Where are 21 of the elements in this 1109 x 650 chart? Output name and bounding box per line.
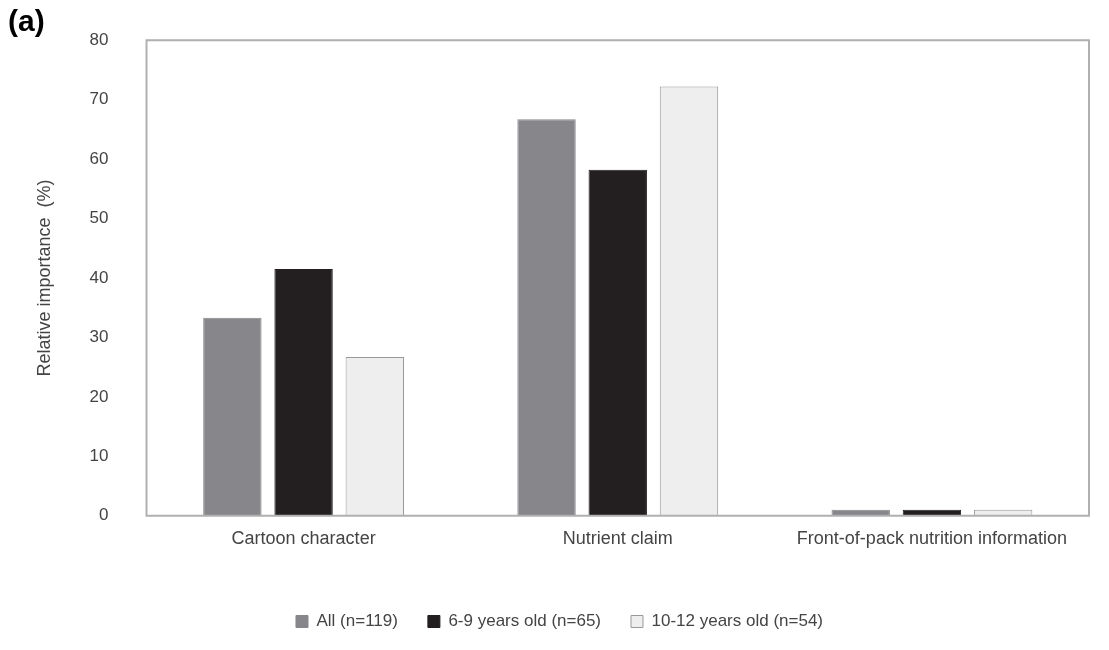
legend-label: 6-9 years old (n=65): [448, 611, 602, 631]
y-tick-label: 10: [89, 446, 109, 466]
y-tick-label: 40: [89, 267, 109, 287]
legend-label: All (n=119): [316, 611, 398, 631]
y-tick-label: 60: [89, 148, 109, 168]
y-axis-title: Relative importance (%): [33, 179, 54, 377]
y-tick-label: 0: [99, 505, 109, 525]
y-tick-label: 50: [89, 208, 109, 228]
x-tick-label: Nutrient claim: [562, 527, 673, 548]
y-tick-label: 30: [89, 327, 109, 347]
chart-title: (a): [8, 4, 45, 38]
y-tick-label: 70: [89, 89, 109, 109]
y-tick-label: 80: [89, 29, 109, 49]
x-tick-label: Cartoon character: [231, 527, 376, 548]
bar: [203, 317, 262, 516]
bar: [274, 269, 333, 516]
y-tick-label: 20: [89, 386, 109, 406]
bar: [588, 169, 647, 516]
legend-label: 10-12 years old (n=54): [651, 611, 824, 631]
bar: [517, 119, 576, 516]
x-tick-label: Front-of-pack nutrition information: [796, 527, 1067, 548]
